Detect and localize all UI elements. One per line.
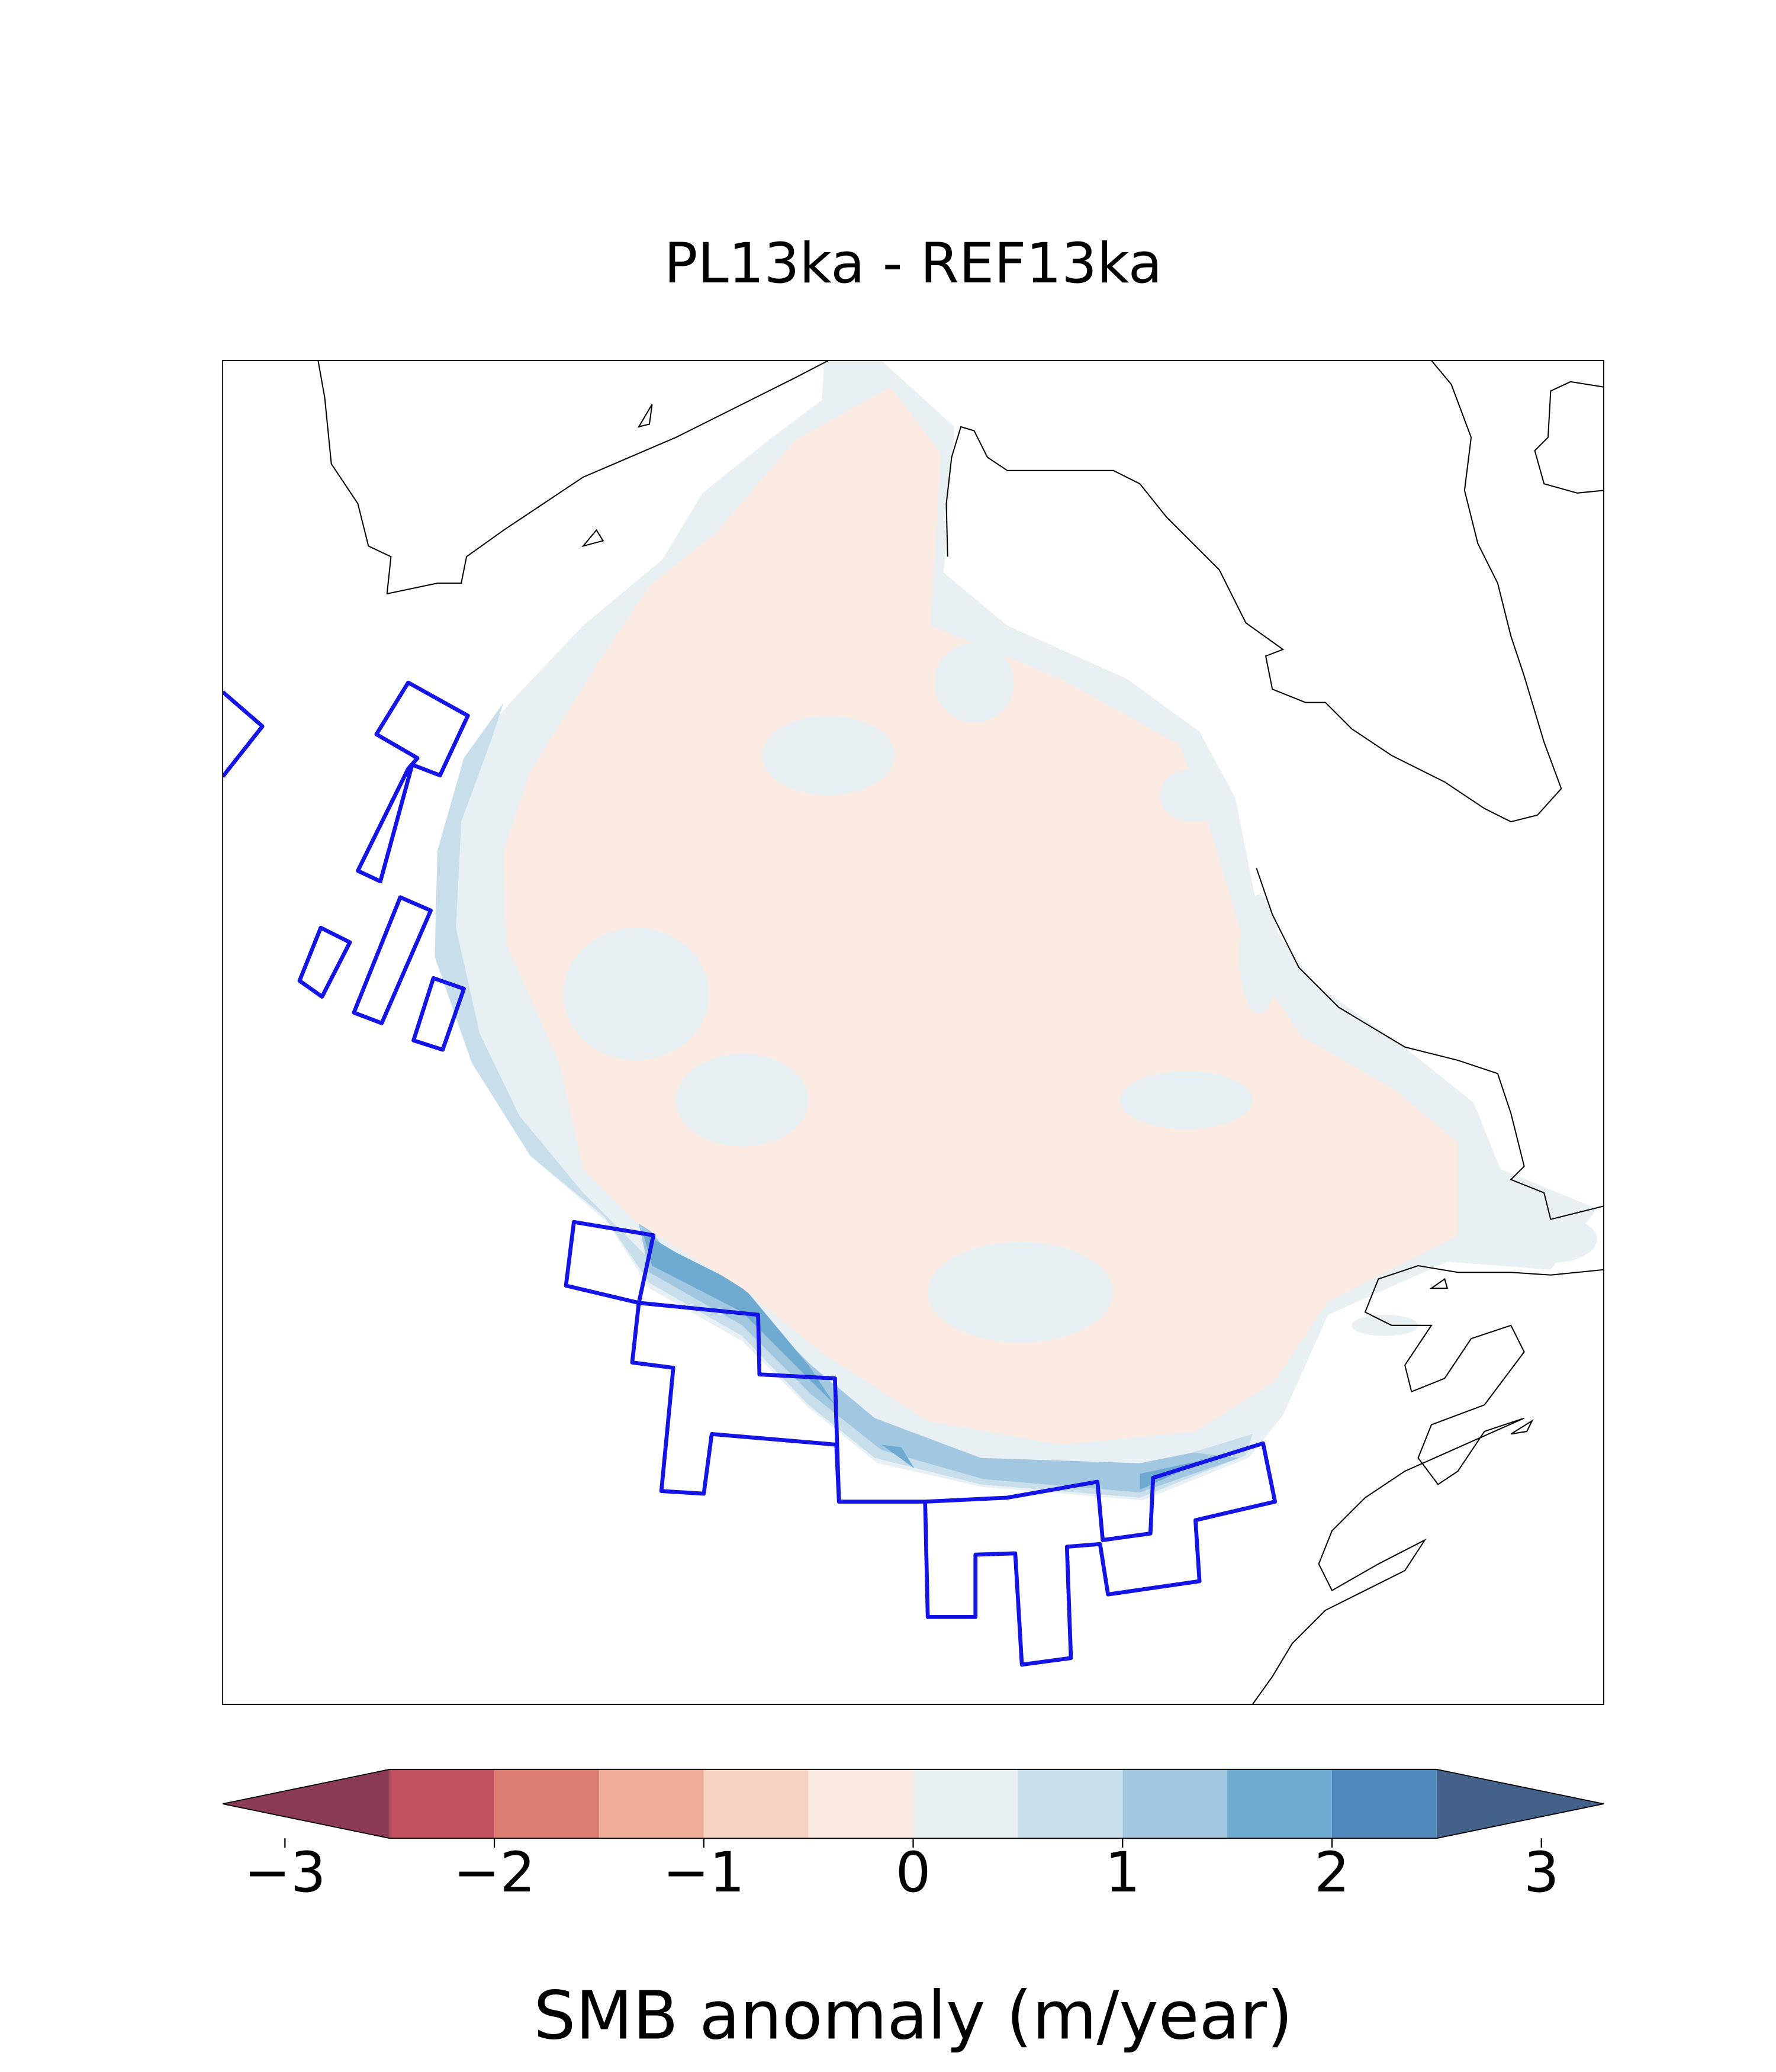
colorbar-segment xyxy=(494,1769,599,1839)
map xyxy=(222,360,1604,1706)
colorbar-segment xyxy=(1227,1769,1332,1839)
colorbar-tick-label: 3 xyxy=(1524,1841,1559,1905)
colorbar-tick-label: −3 xyxy=(244,1841,326,1905)
ice-margin-dark xyxy=(636,1212,1240,1492)
region-outlines xyxy=(223,680,1278,1667)
colorbar-segment xyxy=(808,1769,913,1839)
map-frame xyxy=(222,360,1604,1706)
colorbar-tick-label: 2 xyxy=(1314,1841,1350,1905)
colorbar: −3 −2 −1 0 1 2 3 xyxy=(222,1768,1604,1905)
colorbar-segment xyxy=(913,1769,1018,1839)
colorbar-tick-label: 0 xyxy=(896,1841,931,1905)
colorbar-segment xyxy=(1122,1769,1228,1839)
colorbar-extend-low xyxy=(223,1769,390,1839)
colorbar-segment xyxy=(1018,1769,1123,1839)
map-title: PL13ka - REF13ka xyxy=(664,231,1163,296)
colorbar-extend-high xyxy=(1436,1769,1604,1839)
field xyxy=(223,360,1604,1705)
colorbar-segment xyxy=(599,1769,704,1839)
colorbar-label: SMB anomaly (m/year) xyxy=(533,1977,1292,2054)
colorbar-tick-label: −2 xyxy=(453,1841,536,1905)
colorbar-segment xyxy=(1332,1769,1437,1839)
colorbar-segment xyxy=(390,1769,495,1839)
colorbar-tick-label: 1 xyxy=(1105,1841,1140,1905)
colorbar-tick-label: −1 xyxy=(663,1841,745,1905)
coastlines xyxy=(317,360,1604,1705)
interior-patches xyxy=(563,642,1597,1343)
colorbar-outline xyxy=(222,1768,1604,1839)
ice-interior xyxy=(503,387,1458,1445)
colorbar-segment xyxy=(703,1769,809,1839)
